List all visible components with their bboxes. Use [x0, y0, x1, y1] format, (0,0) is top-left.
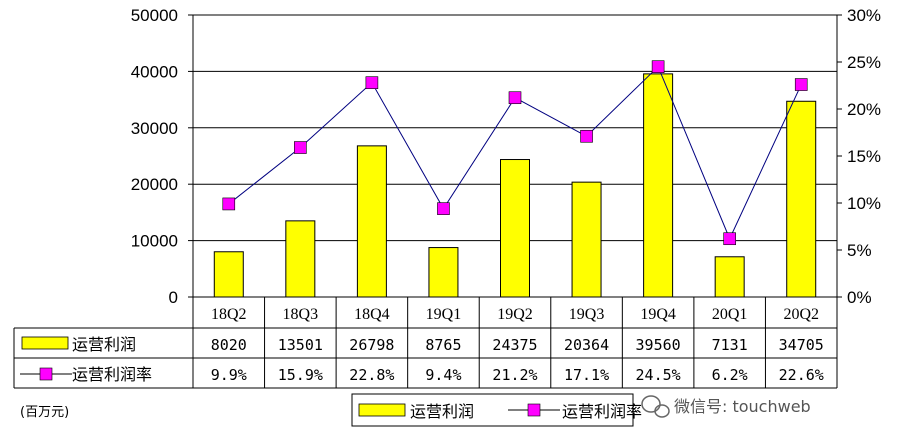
margin-value-cell: 17.1% [564, 366, 609, 384]
bar-value-cell: 34705 [779, 336, 824, 354]
bar-value-cell: 8020 [211, 336, 247, 354]
bar-series [213, 73, 817, 298]
bar-value-cell: 39560 [636, 336, 681, 354]
bar [356, 145, 387, 298]
bar [714, 256, 745, 298]
line-series [222, 60, 808, 246]
watermark-text: 微信号: touchweb [674, 397, 811, 416]
unit-note: (百万元) [20, 405, 69, 420]
margin-value-cell: 21.2% [492, 366, 537, 384]
bar [786, 100, 817, 298]
legend: 运营利润 运营利润率 [351, 393, 642, 427]
left-tick-label: 40000 [131, 62, 178, 81]
bar [213, 251, 244, 298]
line-key-marker [39, 367, 53, 381]
left-tick-label: 10000 [131, 232, 178, 251]
legend-line-label: 运营利润率 [562, 402, 642, 421]
bar-value-cell: 13501 [278, 336, 323, 354]
category-label: 19Q1 [426, 306, 462, 323]
left-tick-label: 50000 [131, 6, 178, 25]
category-label: 18Q4 [354, 306, 390, 323]
right-tick-label: 10% [847, 194, 881, 213]
bar-value-cell: 20364 [564, 336, 609, 354]
margin-value-cell: 15.9% [278, 366, 323, 384]
margin-point [508, 91, 522, 105]
row-label-line: 运营利润率 [72, 365, 152, 384]
margin-value-cell: 6.2% [712, 366, 748, 384]
category-label: 19Q2 [497, 306, 533, 323]
margin-point [580, 129, 593, 143]
margin-point [651, 60, 665, 74]
bar [285, 220, 316, 298]
data-table: 18Q2 18Q3 18Q4 19Q1 19Q2 19Q3 19Q4 20Q1 20Q2 运营利润… [13, 297, 838, 389]
margin-value-cell: 24.5% [636, 366, 681, 384]
left-tick-label: 20000 [131, 175, 178, 194]
wechat-icon [641, 395, 670, 418]
margin-point [365, 76, 379, 89]
legend-bar-label: 运营利润 [410, 402, 474, 421]
category-label: 18Q2 [211, 306, 247, 323]
right-tick-label: 5% [847, 241, 872, 260]
right-tick-label: 20% [847, 100, 881, 119]
margin-value-cell: 9.4% [425, 366, 461, 384]
right-tick-label: 0% [847, 288, 872, 307]
margin-value-cell: 22.8% [349, 366, 394, 384]
watermark: 微信号: touchweb [641, 395, 811, 418]
bar-value-cell: 26798 [349, 336, 394, 354]
margin-value-cell: 9.9% [211, 366, 247, 384]
category-label: 19Q4 [640, 306, 676, 323]
bar [643, 73, 674, 298]
left-tick-label: 0 [169, 288, 178, 307]
margin-point [294, 141, 307, 154]
row-label-bar: 运营利润 [72, 335, 136, 354]
margin-point [437, 202, 450, 215]
right-axis-ticks: 0% 5% 10% 15% 20% 25% 30% [837, 6, 881, 307]
left-axis-ticks: 0 10000 20000 30000 40000 50000 [131, 6, 193, 307]
category-label: 20Q1 [712, 306, 748, 323]
margin-point [794, 78, 808, 91]
category-label: 18Q3 [283, 306, 319, 323]
margin-value-cell: 22.6% [779, 366, 824, 384]
category-label: 19Q3 [569, 306, 605, 323]
legend-bar-swatch [358, 403, 406, 417]
bar [500, 159, 530, 298]
margin-point [723, 232, 736, 246]
right-tick-label: 30% [847, 6, 881, 25]
right-tick-label: 15% [847, 147, 881, 166]
left-tick-label: 30000 [131, 119, 178, 138]
margin-point [222, 197, 236, 211]
bar-value-cell: 7131 [712, 336, 748, 354]
bar [428, 247, 459, 298]
right-tick-label: 25% [847, 53, 881, 72]
bar-value-cell: 24375 [492, 336, 537, 354]
bar-key [21, 336, 69, 350]
legend-line-marker [527, 403, 541, 417]
category-label: 20Q2 [783, 306, 819, 323]
bar [571, 181, 602, 298]
bar-value-cell: 8765 [425, 336, 461, 354]
